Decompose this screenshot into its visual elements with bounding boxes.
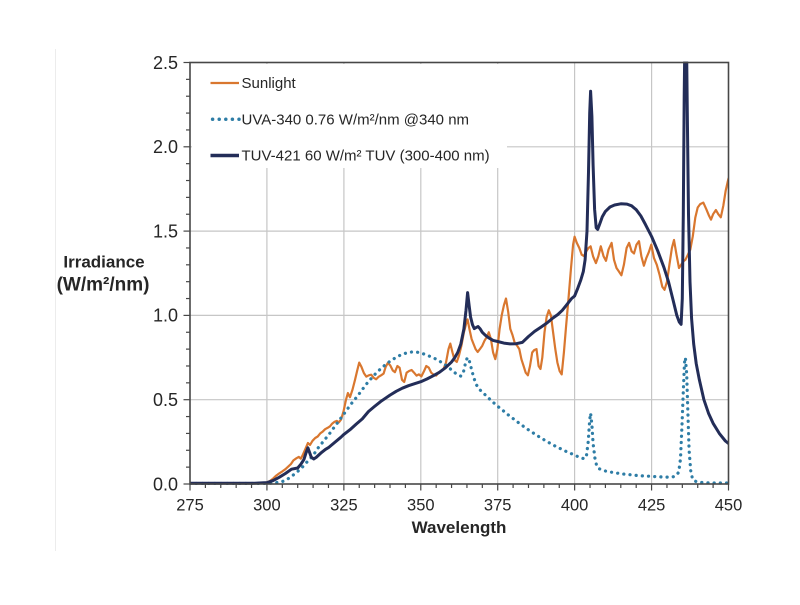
svg-text:2.5: 2.5 bbox=[153, 53, 178, 73]
svg-text:Sunlight: Sunlight bbox=[242, 75, 297, 92]
svg-text:400: 400 bbox=[561, 497, 589, 515]
svg-text:425: 425 bbox=[638, 497, 666, 515]
svg-text:1.0: 1.0 bbox=[153, 306, 178, 326]
svg-text:0.0: 0.0 bbox=[153, 474, 178, 494]
svg-text:Wavelength: Wavelength bbox=[412, 518, 507, 537]
svg-text:1.5: 1.5 bbox=[153, 221, 178, 241]
svg-text:Irradiance: Irradiance bbox=[63, 253, 144, 272]
svg-text:300: 300 bbox=[253, 497, 281, 515]
svg-text:TUV-421 60 W/m² TUV (300-400 n: TUV-421 60 W/m² TUV (300-400 nm) bbox=[242, 148, 490, 165]
svg-text:350: 350 bbox=[407, 497, 435, 515]
svg-text:275: 275 bbox=[176, 497, 204, 515]
svg-text:(W/m²/nm): (W/m²/nm) bbox=[57, 275, 150, 296]
svg-text:UVA-340 0.76 W/m²/nm @340 nm: UVA-340 0.76 W/m²/nm @340 nm bbox=[242, 111, 470, 128]
svg-text:450: 450 bbox=[715, 497, 743, 515]
svg-text:325: 325 bbox=[330, 497, 358, 515]
svg-text:0.5: 0.5 bbox=[153, 390, 178, 410]
svg-text:2.0: 2.0 bbox=[153, 137, 178, 157]
svg-text:375: 375 bbox=[484, 497, 512, 515]
